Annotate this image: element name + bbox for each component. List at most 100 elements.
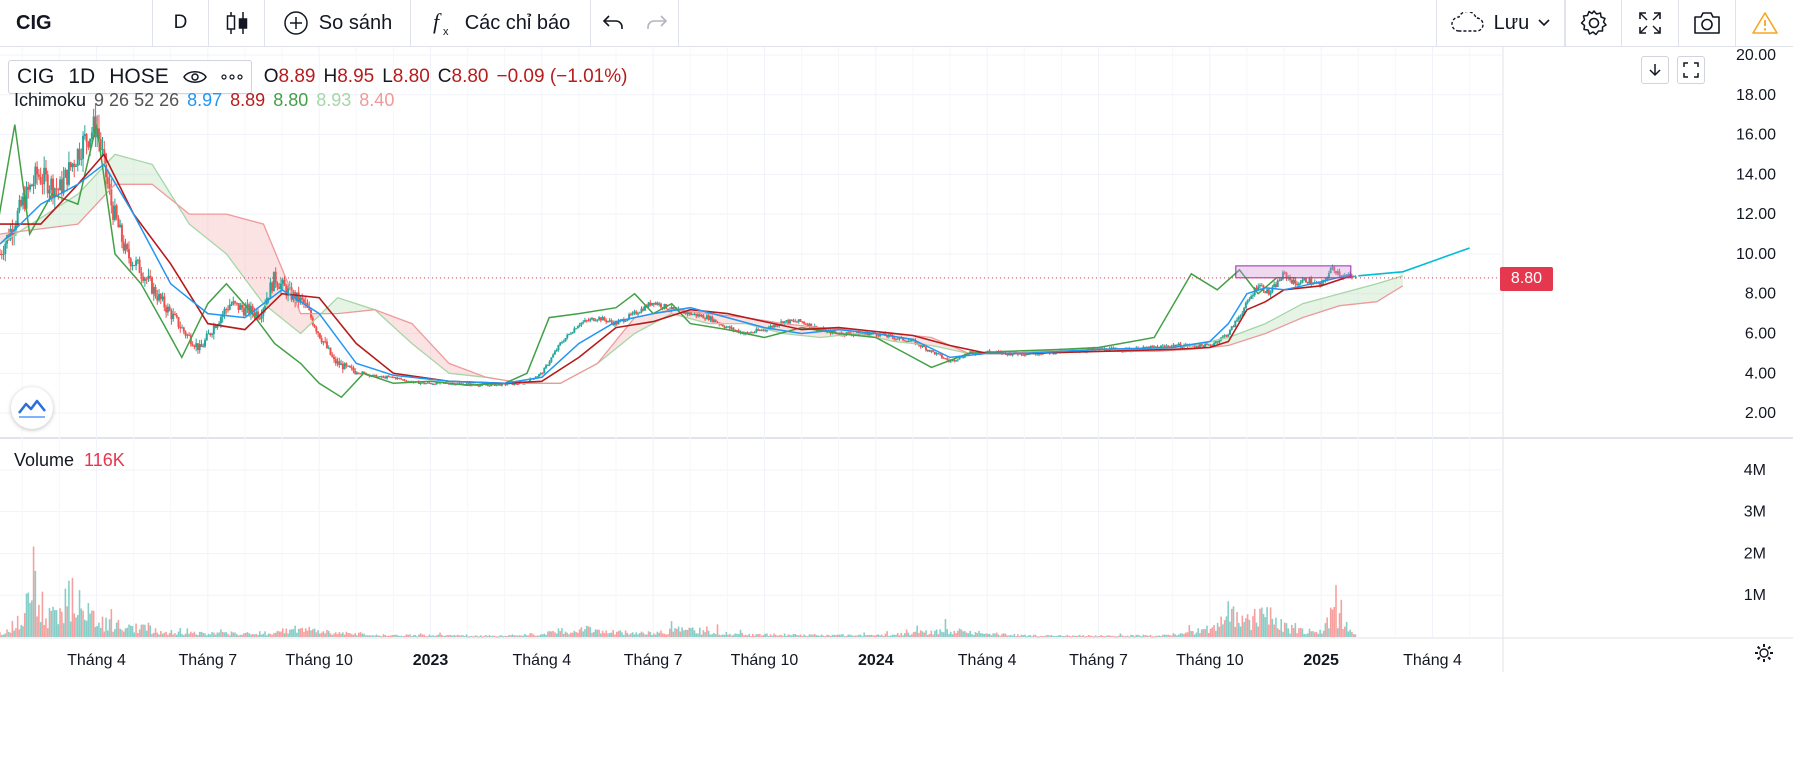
candle-body	[843, 335, 846, 337]
candle-body	[799, 319, 802, 322]
candle-body	[824, 328, 827, 332]
candle-body	[730, 327, 733, 329]
toolbar-spacer	[679, 0, 1436, 47]
candle-body	[592, 318, 595, 321]
candle-body	[629, 314, 632, 316]
ichimoku-legend[interactable]: Ichimoku 9 26 52 26 8.97 8.89 8.80 8.93 …	[14, 90, 394, 111]
cloud-segment	[341, 298, 346, 314]
volume-bar	[594, 629, 597, 637]
volume-bar	[1223, 620, 1226, 637]
volume-bar	[52, 606, 54, 637]
volume-bar	[1024, 634, 1026, 637]
candle-body	[7, 235, 10, 240]
candle-body	[1036, 354, 1039, 356]
candle-body	[1207, 344, 1210, 346]
volume-bar	[585, 625, 588, 637]
cloud-segment	[334, 297, 338, 314]
volume-bar	[266, 635, 268, 637]
candle-body	[746, 332, 749, 334]
candle-body	[889, 334, 892, 336]
redo-button[interactable]	[635, 0, 679, 47]
candle-body	[628, 314, 631, 319]
candle-body	[71, 163, 74, 168]
candle-body	[573, 328, 576, 333]
volume-bar	[1241, 615, 1244, 637]
candle-body	[647, 302, 650, 308]
cloud-segment	[1295, 305, 1299, 321]
candle-body	[562, 341, 565, 343]
candle-body	[363, 371, 366, 373]
volume-bar	[303, 631, 305, 637]
candle-body	[211, 334, 214, 336]
candle-body	[820, 329, 823, 331]
chart-canvas[interactable]: 20.0018.0016.0014.0012.0010.008.006.004.…	[0, 47, 1793, 781]
indicators-button[interactable]: f x Các chỉ báo	[411, 0, 591, 47]
warning-button[interactable]	[1736, 0, 1793, 47]
candle-body	[1306, 282, 1309, 284]
candle-body	[315, 327, 318, 332]
candle-body	[721, 324, 724, 327]
volume-bar	[361, 633, 364, 637]
save-button[interactable]: Lưu	[1436, 0, 1565, 47]
candle-body	[46, 174, 49, 194]
brand-logo[interactable]	[11, 387, 53, 429]
ichimoku-lines	[0, 124, 1503, 399]
time-tick-label: Tháng 7	[178, 652, 237, 669]
cloud-segment	[1276, 315, 1281, 329]
volume-bar	[1190, 631, 1192, 637]
volume-bar	[647, 631, 650, 637]
volume-bar	[488, 634, 491, 637]
cloud-segment	[237, 217, 242, 274]
settings-button[interactable]	[1565, 0, 1622, 47]
candle-body	[955, 360, 958, 362]
candle-body	[1267, 289, 1270, 295]
volume-bar	[112, 631, 114, 637]
volume-bar	[1192, 631, 1194, 637]
volume-bar	[1126, 635, 1129, 637]
volume-bar	[433, 636, 436, 638]
volume-bar	[338, 632, 341, 637]
volume-bar	[124, 628, 127, 637]
volume-legend[interactable]: Volume 116K	[14, 450, 125, 471]
volume-bar	[463, 636, 466, 638]
undo-button[interactable]	[591, 0, 635, 47]
candle-body	[667, 308, 669, 310]
high-value: 8.95	[337, 66, 375, 87]
candle-body	[806, 324, 809, 327]
volume-bar	[511, 634, 514, 637]
volume-bar	[218, 632, 220, 637]
cloud-segment	[74, 194, 78, 225]
volume-bar	[476, 635, 478, 637]
volume-bar	[532, 634, 535, 637]
snapshot-button[interactable]	[1679, 0, 1736, 47]
symbol-legend-box[interactable]: CIG 1D HOSE	[8, 60, 252, 94]
candle-body	[340, 363, 343, 366]
volume-bar	[308, 626, 311, 637]
candle-body	[720, 324, 723, 326]
candle-body	[308, 307, 311, 311]
volume-bar	[985, 633, 987, 637]
interval-button[interactable]: D	[153, 0, 209, 47]
symbol-search-button[interactable]: CIG	[0, 0, 153, 47]
compare-button[interactable]: So sánh	[265, 0, 411, 47]
candle-body	[714, 319, 717, 323]
candle-body	[228, 304, 231, 310]
candle-body	[16, 210, 19, 225]
volume-bar	[1264, 617, 1267, 637]
fullscreen-button[interactable]	[1622, 0, 1679, 47]
volume-bar	[937, 634, 940, 637]
eye-icon[interactable]	[182, 69, 207, 85]
candle-body	[801, 321, 804, 323]
volume-bar	[499, 635, 501, 637]
volume-bar	[1331, 609, 1334, 637]
chart-type-button[interactable]	[209, 0, 265, 47]
scroll-down-button[interactable]	[1641, 56, 1669, 84]
more-icon[interactable]	[221, 73, 243, 81]
volume-bar	[46, 628, 49, 637]
candle-body	[1255, 287, 1258, 290]
candle-body	[1246, 300, 1249, 303]
candle-body	[304, 302, 307, 304]
volume-bar	[893, 634, 896, 637]
candle-body	[1197, 346, 1200, 348]
maximize-pane-button[interactable]	[1677, 56, 1705, 84]
